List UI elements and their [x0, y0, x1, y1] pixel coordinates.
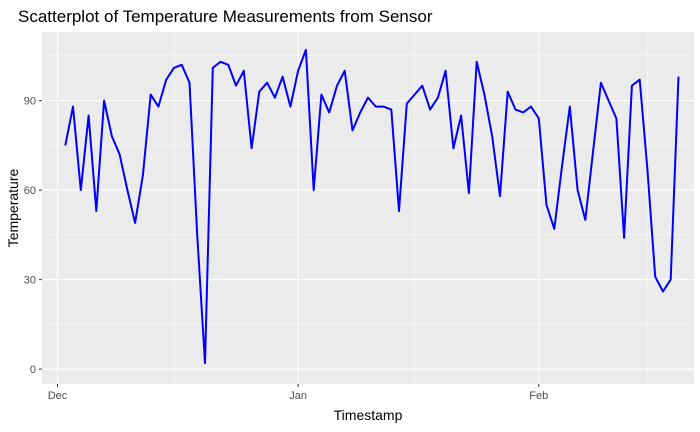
- y-axis-label: Temperature: [5, 168, 21, 247]
- plot-panel: [42, 32, 694, 384]
- chart-title: Scatterplot of Temperature Measurements …: [18, 7, 433, 26]
- axis-ticks: 0 30 60 90 Dec Jan Feb: [24, 96, 548, 402]
- y-tick-label: 30: [24, 275, 36, 287]
- x-axis-label: Timestamp: [334, 407, 403, 423]
- temperature-series-line: [64, 48, 680, 365]
- y-tick-label: 60: [24, 185, 36, 197]
- x-tick-label: Jan: [289, 390, 307, 402]
- y-tick-label: 0: [30, 364, 36, 376]
- series-layer: [64, 48, 680, 365]
- x-tick-label: Feb: [529, 390, 548, 402]
- x-tick-label: Dec: [48, 390, 68, 402]
- y-tick-label: 90: [24, 96, 36, 108]
